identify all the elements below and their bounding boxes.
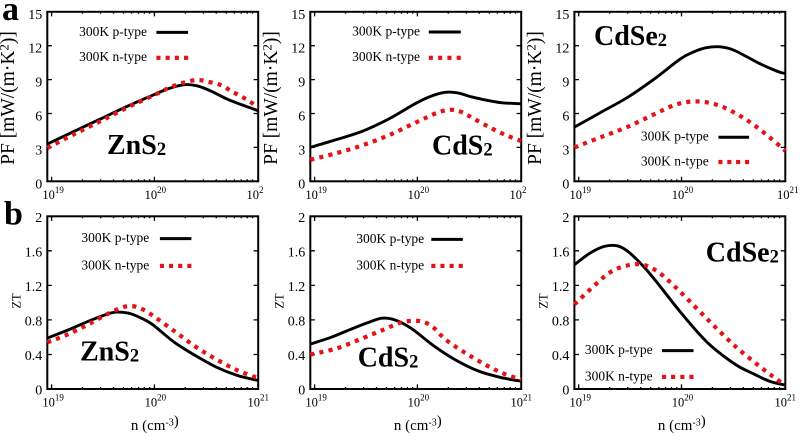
svg-text:9: 9 [35,76,42,91]
svg-text:PF [mW/(m·K2)]: PF [mW/(m·K2)] [259,31,282,165]
svg-text:300K n-type: 300K n-type [356,257,424,272]
svg-text:3: 3 [35,143,42,158]
svg-text:0.4: 0.4 [288,349,306,364]
svg-text:3: 3 [562,143,569,158]
svg-text:15: 15 [555,8,569,23]
svg-text:6: 6 [298,110,305,125]
svg-text:300K n-type: 300K n-type [81,257,149,272]
svg-text:300K p-type: 300K p-type [81,230,149,245]
svg-text:1.2: 1.2 [552,280,570,295]
svg-text:1.2: 1.2 [288,280,306,295]
svg-text:0: 0 [35,384,42,399]
svg-text:300K n-type: 300K n-type [79,49,147,64]
svg-text:2: 2 [298,211,305,226]
svg-text:0: 0 [298,177,305,192]
svg-text:300K n-type: 300K n-type [585,368,653,383]
svg-text:12: 12 [291,42,305,57]
svg-text:0: 0 [298,384,305,399]
svg-text:CdSe2: CdSe2 [706,238,779,269]
svg-text:b: b [4,196,23,233]
svg-text:CdS2: CdS2 [358,343,419,374]
svg-text:1.6: 1.6 [25,245,43,260]
svg-text:ZnS2: ZnS2 [80,337,139,368]
svg-text:12: 12 [555,42,569,57]
svg-text:0.4: 0.4 [552,349,570,364]
svg-text:0.8: 0.8 [25,314,43,329]
svg-text:3: 3 [298,143,305,158]
svg-text:300K n-type: 300K n-type [352,49,420,64]
svg-text:300K n-type: 300K n-type [641,153,709,168]
svg-text:300K p-type: 300K p-type [641,129,709,144]
svg-text:6: 6 [35,110,42,125]
svg-text:15: 15 [28,8,42,23]
svg-text:300K p-type: 300K p-type [352,23,420,38]
svg-text:12: 12 [28,42,42,57]
svg-text:ZnS2: ZnS2 [107,130,166,161]
svg-text:ZT: ZT [536,293,550,309]
svg-text:0.8: 0.8 [552,314,570,329]
svg-text:CdS2: CdS2 [432,131,493,162]
svg-text:2: 2 [562,211,569,226]
svg-text:15: 15 [291,8,305,23]
svg-text:0: 0 [562,177,569,192]
svg-text:0: 0 [35,177,42,192]
svg-text:300K p-type: 300K p-type [585,342,653,357]
svg-text:1.6: 1.6 [552,245,570,260]
svg-text:2: 2 [35,211,42,226]
svg-text:PF [mW/(m·K2)]: PF [mW/(m·K2)] [523,31,546,165]
svg-text:1.6: 1.6 [288,245,306,260]
svg-text:9: 9 [298,76,305,91]
svg-text:6: 6 [562,110,569,125]
svg-text:a: a [2,0,19,28]
svg-text:0.8: 0.8 [288,314,306,329]
svg-text:ZT: ZT [272,293,286,309]
svg-text:300K p-type: 300K p-type [79,24,147,39]
svg-text:1.2: 1.2 [25,280,43,295]
svg-text:PF [mW/(m·K2)]: PF [mW/(m·K2)] [0,31,19,165]
svg-text:ZT: ZT [9,293,23,309]
svg-text:9: 9 [562,76,569,91]
svg-text:0: 0 [562,384,569,399]
svg-text:0.4: 0.4 [25,349,43,364]
svg-text:300K p-type: 300K p-type [356,231,424,246]
svg-text:CdSe2: CdSe2 [594,21,667,52]
